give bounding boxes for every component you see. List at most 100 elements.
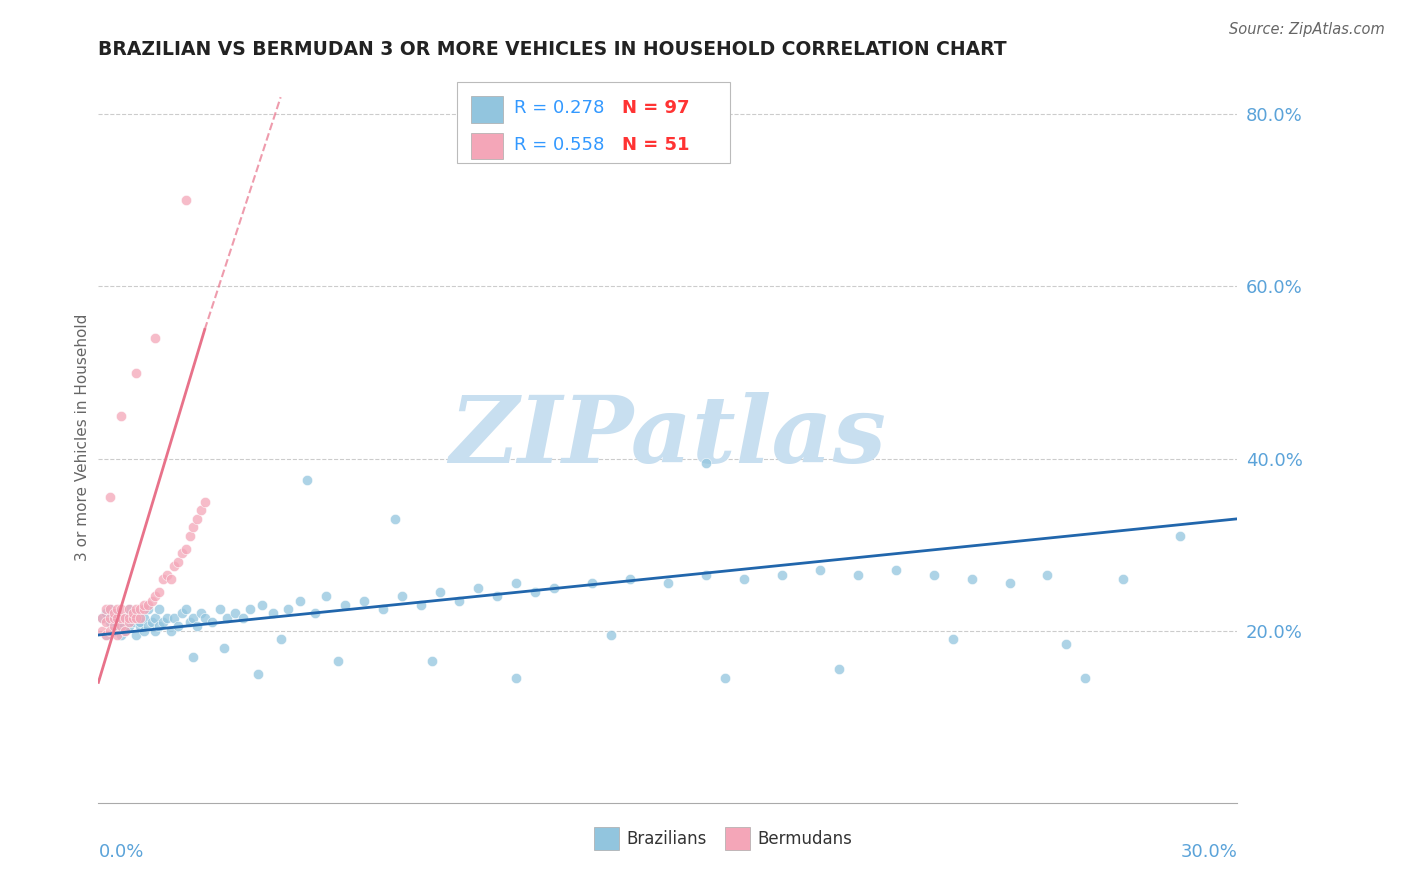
FancyBboxPatch shape [471,133,503,159]
Point [163,559,186,574]
Point [118,615,141,629]
Point [174,541,197,556]
Point [121,611,143,625]
Point [103,624,125,638]
Point [208,602,231,616]
Point [136,602,159,616]
Text: 0.0%: 0.0% [98,843,143,861]
Point [224,607,246,621]
Point [828,662,851,676]
Point [183,520,205,534]
Point [239,602,262,616]
Point [371,602,394,616]
Point [114,611,136,625]
Point [91,624,114,638]
Point [163,611,186,625]
Point [156,567,179,582]
Text: Bermudans: Bermudans [758,830,852,847]
Point [98,615,121,629]
Point [114,611,136,625]
Point [262,607,284,621]
Point [107,611,129,625]
Point [107,619,129,633]
Point [1112,572,1135,586]
Point [110,611,132,625]
Point [467,581,489,595]
Point [217,611,239,625]
Point [174,194,197,208]
Point [277,602,299,616]
Point [91,611,114,625]
Point [960,572,983,586]
Point [114,624,136,638]
Point [145,331,167,345]
Point [174,602,197,616]
Point [212,640,235,655]
Point [1036,567,1059,582]
Point [110,619,132,633]
Point [110,615,132,629]
Point [114,624,136,638]
Point [98,602,121,616]
Point [194,611,217,625]
Point [581,576,603,591]
Point [121,607,143,621]
Point [304,607,326,621]
Point [695,456,717,470]
Point [335,598,357,612]
Point [107,602,129,616]
FancyBboxPatch shape [457,82,731,163]
Point [141,593,163,607]
Point [942,632,965,647]
Point [125,602,148,616]
Point [110,602,132,616]
Point [132,602,155,616]
Point [103,611,125,625]
Text: R = 0.278: R = 0.278 [515,99,605,118]
Point [148,602,170,616]
Point [186,619,208,633]
Point [695,567,717,582]
Point [94,615,117,629]
Text: 30.0%: 30.0% [1181,843,1237,861]
Text: R = 0.558: R = 0.558 [515,136,605,153]
Point [600,628,623,642]
Text: ZIPatlas: ZIPatlas [450,392,886,482]
Point [98,491,121,505]
Point [145,624,167,638]
Point [156,611,179,625]
Point [152,615,174,629]
Point [167,555,190,569]
Point [121,615,143,629]
Point [94,607,117,621]
Point [141,615,163,629]
Point [152,572,174,586]
Point [657,576,679,591]
Point [183,611,205,625]
Point [190,607,212,621]
Point [132,611,155,625]
Point [167,619,190,633]
Point [159,624,181,638]
Point [125,628,148,642]
Point [148,619,170,633]
Point [449,593,471,607]
Point [98,611,121,625]
Point [159,572,181,586]
Point [103,611,125,625]
Point [94,628,117,642]
Text: Brazilians: Brazilians [627,830,707,847]
Point [125,366,148,380]
Point [91,611,114,625]
Point [391,589,413,603]
Point [107,628,129,642]
Point [125,611,148,625]
Text: N = 51: N = 51 [623,136,690,153]
Point [107,607,129,621]
Point [129,619,152,633]
Point [145,611,167,625]
Point [505,576,527,591]
Point [179,615,201,629]
FancyBboxPatch shape [725,827,749,850]
Point [186,512,208,526]
